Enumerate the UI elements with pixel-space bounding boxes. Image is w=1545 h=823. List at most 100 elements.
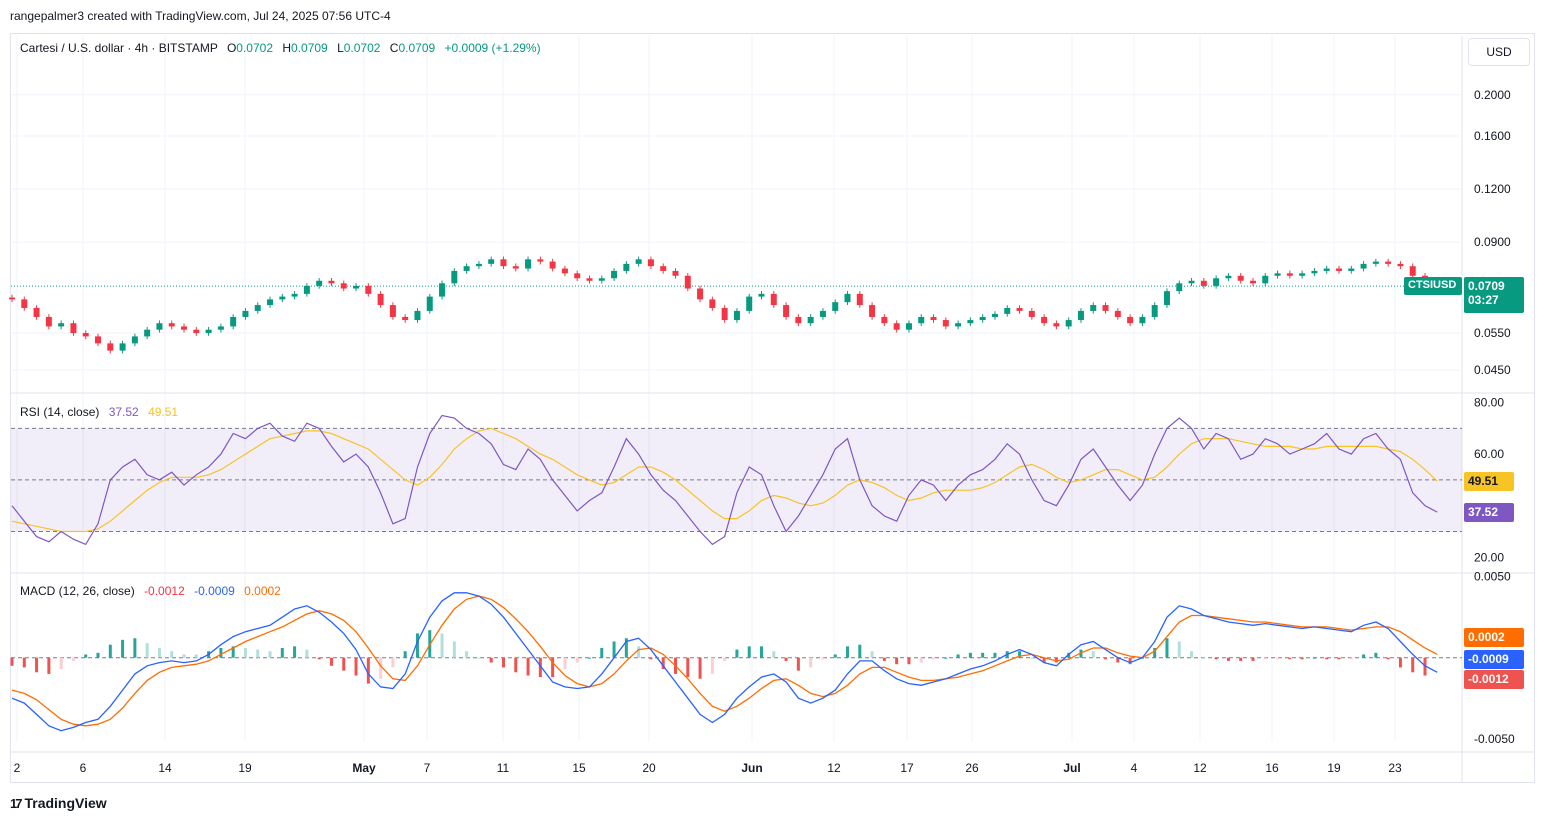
macd-histogram-bar <box>403 651 407 658</box>
candle-body <box>869 305 876 317</box>
macd-histogram-bar <box>1190 651 1194 658</box>
macd-line <box>11 592 1438 732</box>
open-value: 0.0702 <box>236 41 273 55</box>
candle-body <box>21 299 28 308</box>
macd-histogram-bar <box>772 651 776 658</box>
macd-histogram-bar <box>981 652 985 658</box>
macd-histogram-bar <box>809 657 813 668</box>
macd-histogram-bar <box>735 649 739 658</box>
candle-body <box>156 323 163 330</box>
candle-body <box>316 280 323 286</box>
candle-body <box>1127 316 1134 324</box>
tradingview-logo[interactable]: 17 TradingView <box>10 795 107 811</box>
macd-histogram-bar <box>145 643 149 658</box>
time-tick-label: 19 <box>1327 761 1341 775</box>
rsi-tick-label: 80.00 <box>1474 396 1504 410</box>
low-value: 0.0702 <box>343 41 381 55</box>
macd-histogram-bar <box>121 639 125 658</box>
macd-histogram-bar <box>366 657 370 684</box>
macd-histogram-bar <box>526 657 530 676</box>
macd-histogram-bar <box>489 657 493 663</box>
candle-body <box>611 270 618 279</box>
close-label: C <box>389 41 399 55</box>
macd-histogram-bar <box>133 638 137 658</box>
candle-body <box>131 336 138 344</box>
candle-body <box>95 336 102 344</box>
candle-body <box>353 285 360 289</box>
candle-body <box>279 296 286 300</box>
macd-histogram-bar <box>1202 657 1206 659</box>
macd-histogram-bar <box>882 657 886 661</box>
macd-histogram-bar <box>354 657 358 676</box>
macd-histogram-bar <box>563 657 567 670</box>
macd-histogram-bar <box>514 657 518 673</box>
candle-body <box>1348 268 1355 271</box>
candle-body <box>303 285 310 294</box>
high-label: H <box>282 41 292 55</box>
rsi-ma-axis-badge: 49.51 <box>1464 472 1514 492</box>
last-price-badge: 0.0709 03:27 <box>1464 277 1524 314</box>
rsi-ma-value: 49.51 <box>148 405 179 419</box>
price-tick-label: 0.1200 <box>1474 182 1511 196</box>
candle-body <box>328 280 335 284</box>
candle-body <box>512 266 519 269</box>
candle-body <box>1041 316 1048 324</box>
close-value: 0.0709 <box>398 41 436 55</box>
macd-histogram-bar <box>243 647 247 658</box>
macd-histogram-bar <box>465 651 469 658</box>
candle-body <box>1323 268 1330 271</box>
rsi-title[interactable]: RSI (14, close) <box>20 405 100 419</box>
candle-body <box>439 283 446 297</box>
candle-body <box>1360 263 1367 269</box>
candle-body <box>586 278 593 281</box>
macd-histogram-bar <box>993 652 997 658</box>
macd-histogram-bar <box>1374 652 1378 658</box>
candle-body <box>144 329 151 337</box>
candle-body <box>1065 320 1072 327</box>
candle-body <box>1028 310 1035 317</box>
macd-histogram-bar <box>1398 657 1402 668</box>
candle-body <box>1077 310 1084 321</box>
macd-value: -0.0009 <box>194 584 235 598</box>
macd-histogram-bar <box>194 654 198 658</box>
macd-histogram-bar <box>846 646 850 658</box>
macd-histogram-bar <box>587 657 591 659</box>
change-value: +0.0009 (+1.29%) <box>444 41 541 55</box>
candle-body <box>783 305 790 317</box>
macd-histogram-bar <box>501 657 505 668</box>
candle-body <box>291 293 298 297</box>
macd-histogram-bar <box>870 651 874 658</box>
open-label: O <box>226 41 237 55</box>
candle-body <box>414 310 421 321</box>
time-tick-label: 19 <box>238 761 252 775</box>
candle-body <box>930 316 937 321</box>
macd-histogram-bar <box>784 657 788 661</box>
candle-body <box>1004 307 1011 314</box>
candle-body <box>1409 266 1416 276</box>
candle-body <box>807 316 814 324</box>
candle-body <box>1176 283 1183 292</box>
candle-body <box>881 316 888 324</box>
macd-tick-label: -0.0050 <box>1474 732 1515 746</box>
macd-histogram-bar <box>661 657 665 670</box>
symbol-title[interactable]: Cartesi / U.S. dollar · 4h · BITSTAMP <box>20 41 218 55</box>
macd-histogram-bar <box>59 657 63 670</box>
macd-title[interactable]: MACD (12, 26, close) <box>20 584 135 598</box>
macd-histogram-bar <box>22 657 26 668</box>
price-tick-label: 0.0900 <box>1474 235 1511 249</box>
candle-body <box>217 326 224 330</box>
price-tick-label: 0.1600 <box>1474 129 1511 143</box>
macd-signal-line <box>11 595 1438 727</box>
currency-button[interactable]: USD <box>1468 38 1530 66</box>
rsi-legend: RSI (14, close) 37.52 49.51 <box>20 405 178 419</box>
candle-body <box>856 293 863 306</box>
macd-histogram-bar <box>833 654 837 658</box>
macd-histogram-bar <box>1288 657 1292 660</box>
macd-histogram-bar <box>723 657 727 661</box>
macd-histogram-bar <box>84 654 88 658</box>
chart-attribution: rangepalmer3 created with TradingView.co… <box>10 9 391 23</box>
candle-body <box>1188 280 1195 284</box>
candle-body <box>635 259 642 264</box>
time-tick-label: 23 <box>1388 761 1402 775</box>
